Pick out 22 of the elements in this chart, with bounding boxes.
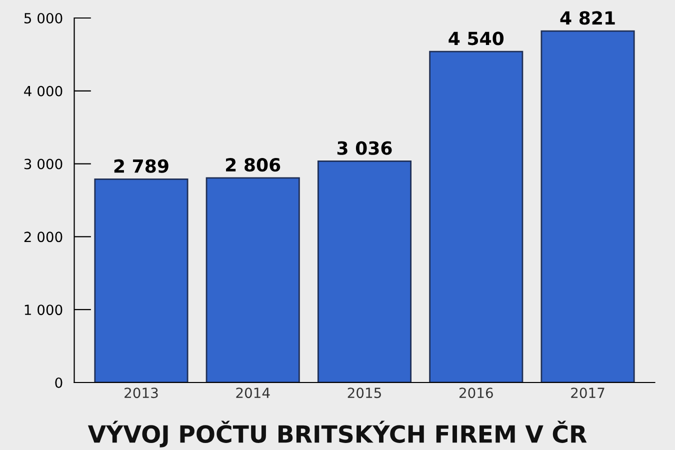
x-tick-label: 2017	[571, 388, 604, 398]
data-label: 3 036	[337, 141, 392, 155]
y-tick-label: 0	[55, 377, 62, 388]
x-tick-label: 2016	[459, 388, 493, 398]
data-label: 2 789	[114, 159, 168, 173]
bar	[317, 160, 412, 382]
bar	[206, 177, 300, 382]
x-tick-label: 2014	[236, 388, 270, 398]
bar	[540, 30, 635, 382]
y-tick-label: 5 000	[24, 12, 62, 24]
bar	[94, 178, 188, 382]
text: VÝVOJ POČTU BRITSKÝCH FIREM V ČR	[88, 420, 587, 448]
x-tick-label: 2013	[124, 388, 158, 398]
y-tick-label: 1 000	[24, 304, 62, 316]
y-tick-label: 2 000	[24, 232, 62, 242]
y-tick-label: 4 000	[24, 86, 62, 96]
bar	[429, 50, 524, 382]
data-label: 4 540	[448, 32, 504, 46]
data-label: 2 806	[226, 158, 280, 172]
data-label: 4 821	[560, 11, 615, 25]
y-tick-label: 3 000	[24, 158, 62, 170]
x-tick-label: 2015	[348, 388, 381, 398]
